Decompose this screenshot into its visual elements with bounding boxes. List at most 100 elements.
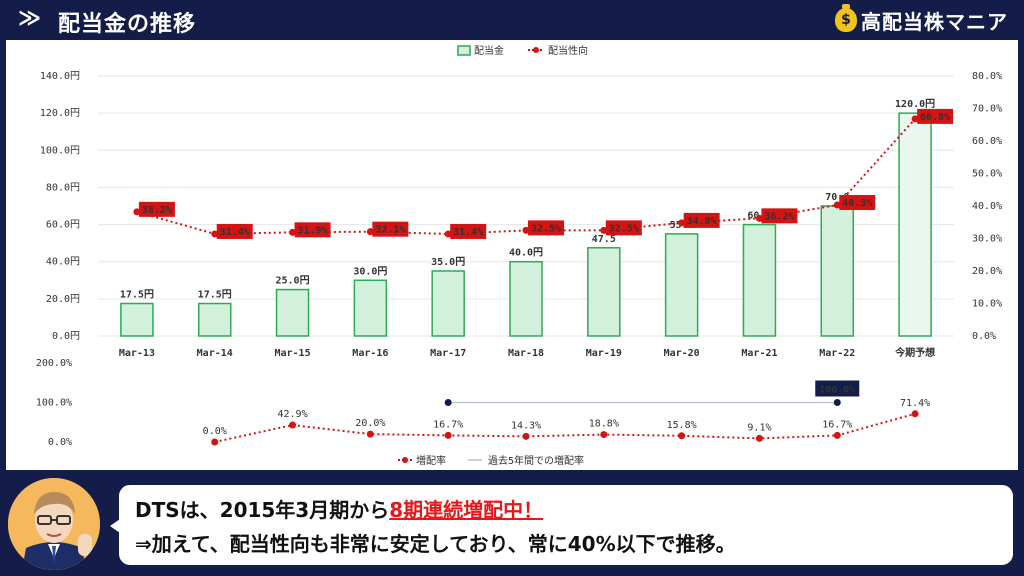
y-right-tick-label: 0.0% bbox=[972, 331, 996, 342]
y-right-tick-label: 60.0% bbox=[972, 136, 1002, 147]
bar-value-label: 120.0円 bbox=[895, 98, 935, 110]
payout-ratio-label: 31.4% bbox=[220, 227, 250, 238]
message-highlight: 8期連続増配中！ bbox=[389, 498, 544, 522]
y-growth-tick-label: 0.0% bbox=[48, 437, 72, 448]
payout-ratio-label: 32.5% bbox=[609, 223, 639, 234]
bar bbox=[742, 223, 777, 337]
five-year-ref-label-bg bbox=[815, 380, 860, 397]
y-growth-tick-label: 200.0% bbox=[36, 358, 72, 369]
growth-rate-label: 42.9% bbox=[277, 409, 307, 420]
payout-ratio-label-bg bbox=[839, 195, 876, 211]
legend-line-label: 配当性向 bbox=[548, 44, 588, 57]
x-tick-label: Mar-15 bbox=[274, 348, 310, 359]
x-tick-label: Mar-14 bbox=[197, 348, 233, 359]
brand-name: 高配当株マニア bbox=[861, 9, 1008, 34]
y-right-tick-label: 10.0% bbox=[972, 299, 1002, 310]
bar bbox=[353, 279, 388, 337]
chart-svg: 配当金 配当性向 0.0円 20.0円 40.0円 60.0円 80.0円 100.0円 120… bbox=[36, 44, 1002, 467]
x-tick-label: Mar-22 bbox=[819, 348, 855, 359]
growth-rate-point bbox=[211, 438, 219, 446]
growth-rate-point bbox=[600, 431, 608, 439]
payout-ratio-label: 34.8% bbox=[687, 216, 717, 227]
payout-ratio-label: 36.2% bbox=[764, 211, 794, 222]
payout-ratio-label: 40.3% bbox=[842, 198, 872, 209]
y-left-tick-label: 80.0円 bbox=[46, 182, 80, 193]
bar bbox=[197, 302, 232, 337]
y-left-tick-label: 100.0円 bbox=[40, 145, 80, 156]
legend-ref-label: 過去5年間での増配率 bbox=[488, 454, 584, 467]
x-tick-label: Mar-21 bbox=[741, 348, 777, 359]
payout-ratio-label-bg bbox=[605, 220, 642, 236]
payout-ratio-label-bg bbox=[372, 221, 409, 237]
double-chevron-icon: ≫ bbox=[18, 6, 42, 31]
payout-ratio-label-bg bbox=[294, 222, 331, 238]
growth-rate-point bbox=[678, 432, 686, 440]
growth-rate-label: 14.3% bbox=[511, 420, 541, 431]
bar bbox=[120, 302, 154, 337]
payout-ratio-label: 31.9% bbox=[297, 225, 327, 236]
money-bag-icon: $ bbox=[835, 4, 857, 32]
payout-ratio-label-bg bbox=[683, 212, 720, 228]
payout-ratio-label-bg bbox=[528, 220, 564, 236]
payout-ratio-point bbox=[522, 226, 530, 234]
growth-rate-label: 15.8% bbox=[667, 420, 697, 431]
growth-rate-point bbox=[522, 432, 530, 440]
x-tick-label: Mar-13 bbox=[119, 348, 155, 359]
speech-bubble: DTSは、2015年3月期から8期連続増配中！ ⇒加えて、配当性向も非常に安定し… bbox=[105, 482, 1016, 568]
payout-ratio-point bbox=[911, 115, 919, 123]
payout-ratio-label: 32.1% bbox=[375, 225, 405, 236]
payout-ratio-label: 32.5% bbox=[531, 223, 561, 234]
x-tick-label: Mar-17 bbox=[430, 348, 466, 359]
y-right-tick-label: 20.0% bbox=[972, 266, 1002, 277]
five-year-ref-end bbox=[833, 399, 841, 406]
bar bbox=[275, 288, 310, 337]
message-prefix: DTSは、2015年3月期から bbox=[135, 498, 390, 522]
legend-bar-label: 配当金 bbox=[474, 44, 504, 57]
x-tick-label: 今期予想 bbox=[894, 346, 935, 359]
y-growth-tick-label: 100.0% bbox=[36, 398, 72, 409]
y-right-tick-label: 40.0% bbox=[972, 201, 1002, 212]
legend-line-marker bbox=[533, 47, 539, 53]
five-year-ref-start bbox=[444, 399, 452, 406]
bar-value-label: 25.0円 bbox=[275, 275, 309, 287]
payout-ratio-label: 31.4% bbox=[453, 227, 483, 238]
bar-value-label: 70.0 bbox=[825, 192, 849, 203]
bar-value-label: 17.5円 bbox=[120, 289, 154, 301]
growth-rate-label: 16.7% bbox=[433, 419, 463, 430]
growth-rate-label: 71.4% bbox=[900, 398, 930, 409]
five-year-ref-label: 100.0% bbox=[819, 385, 855, 396]
growth-rate-point bbox=[444, 431, 452, 439]
payout-ratio-point bbox=[755, 214, 763, 222]
growth-rate-point bbox=[833, 431, 841, 439]
payout-ratio-point bbox=[444, 230, 452, 238]
payout-ratio-label-bg bbox=[917, 108, 954, 124]
bar-value-label: 35.0円 bbox=[431, 256, 465, 268]
growth-rate-label: 20.0% bbox=[355, 418, 385, 429]
bar bbox=[587, 247, 621, 337]
bar-value-label: 40.0円 bbox=[509, 247, 543, 259]
payout-ratio-point bbox=[289, 228, 297, 236]
message-line-1: DTSは、2015年3月期から8期連続増配中！ bbox=[135, 493, 997, 527]
page-title: 配当金の推移 bbox=[58, 12, 197, 37]
growth-rate-label: 18.8% bbox=[589, 419, 619, 430]
y-left-tick-label: 120.0円 bbox=[40, 108, 80, 119]
brand-logo: $ 高配当株マニア bbox=[835, 4, 1008, 34]
header-bar: ≫ 配当金の推移 $ 高配当株マニア bbox=[0, 0, 1024, 40]
growth-rate-point bbox=[911, 410, 919, 418]
payout-ratio-line bbox=[136, 118, 916, 235]
bar bbox=[509, 260, 543, 337]
payout-ratio-point bbox=[133, 208, 141, 216]
growth-rate-label: 0.0% bbox=[203, 426, 227, 437]
bar-value-label: 47.5 bbox=[592, 234, 616, 245]
growth-rate-label: 16.7% bbox=[822, 419, 852, 430]
x-tick-label: Mar-18 bbox=[508, 348, 544, 359]
chart-panel: 配当金 配当性向 0.0円 20.0円 40.0円 60.0円 80.0円 100.0円 120… bbox=[6, 40, 1018, 470]
y-left-tick-label: 0.0円 bbox=[52, 331, 80, 342]
payout-ratio-point bbox=[678, 219, 686, 227]
avatar bbox=[8, 478, 100, 570]
bar bbox=[898, 112, 932, 337]
payout-ratio-point bbox=[211, 230, 219, 238]
payout-ratio-label: 66.8% bbox=[920, 112, 950, 123]
growth-rate-point bbox=[366, 430, 374, 438]
payout-ratio-point bbox=[833, 201, 841, 209]
